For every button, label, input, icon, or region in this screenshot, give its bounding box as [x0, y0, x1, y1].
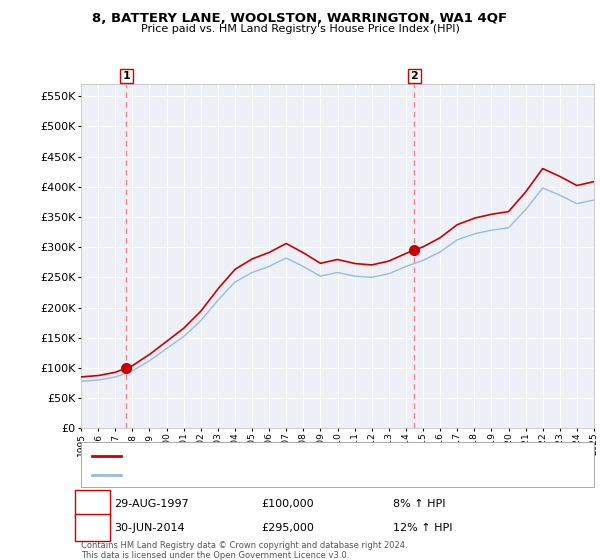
- Text: Contains HM Land Registry data © Crown copyright and database right 2024.
This d: Contains HM Land Registry data © Crown c…: [81, 541, 407, 560]
- Text: 30-JUN-2014: 30-JUN-2014: [114, 523, 185, 533]
- Text: 2: 2: [89, 523, 96, 533]
- Text: £100,000: £100,000: [261, 499, 314, 508]
- Text: 8, BATTERY LANE, WOOLSTON, WARRINGTON, WA1 4QF: 8, BATTERY LANE, WOOLSTON, WARRINGTON, W…: [92, 12, 508, 25]
- Text: 8% ↑ HPI: 8% ↑ HPI: [393, 499, 445, 508]
- Text: 1: 1: [89, 499, 96, 508]
- Text: 12% ↑ HPI: 12% ↑ HPI: [393, 523, 452, 533]
- Text: HPI: Average price, detached house, Warrington: HPI: Average price, detached house, Warr…: [128, 470, 362, 480]
- Text: 8, BATTERY LANE, WOOLSTON, WARRINGTON, WA1 4QF (detached house): 8, BATTERY LANE, WOOLSTON, WARRINGTON, W…: [128, 451, 489, 461]
- Text: 1: 1: [122, 71, 130, 81]
- Text: £295,000: £295,000: [261, 523, 314, 533]
- Text: Price paid vs. HM Land Registry's House Price Index (HPI): Price paid vs. HM Land Registry's House …: [140, 24, 460, 34]
- Text: 29-AUG-1997: 29-AUG-1997: [114, 499, 189, 508]
- Text: 2: 2: [410, 71, 418, 81]
